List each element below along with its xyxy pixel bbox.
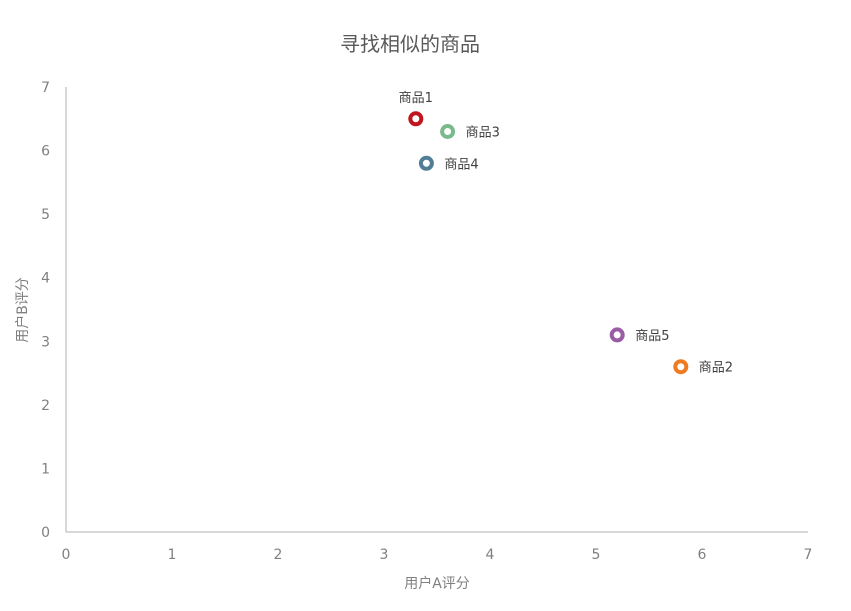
x-tick-label: 3 bbox=[380, 547, 389, 563]
x-tick-label: 6 bbox=[698, 547, 707, 563]
data-point bbox=[418, 155, 434, 171]
data-point bbox=[408, 111, 424, 127]
data-point bbox=[440, 124, 456, 139]
y-tick-label: 5 bbox=[41, 207, 50, 223]
y-tick-labels: 0 1 2 3 4 5 6 7 bbox=[41, 80, 50, 541]
data-point-group: 商品3 bbox=[440, 124, 500, 141]
data-label: 商品2 bbox=[699, 361, 733, 376]
x-tick-label: 5 bbox=[592, 547, 601, 563]
data-point bbox=[673, 359, 689, 375]
y-tick-label: 0 bbox=[41, 525, 50, 541]
y-tick-label: 6 bbox=[41, 144, 50, 160]
y-tick-label: 4 bbox=[41, 271, 50, 287]
x-tick-label: 2 bbox=[274, 547, 283, 563]
x-tick-label: 4 bbox=[486, 547, 495, 563]
data-point-center bbox=[424, 161, 428, 165]
x-tick-label: 7 bbox=[804, 547, 813, 563]
data-point-center bbox=[446, 129, 450, 134]
x-tick-labels: 0 1 2 3 4 5 6 7 bbox=[62, 547, 813, 563]
data-label: 商品1 bbox=[399, 91, 433, 106]
data-point-group: 商品2 bbox=[673, 359, 733, 376]
data-label: 商品3 bbox=[466, 126, 500, 141]
y-tick-label: 7 bbox=[41, 80, 50, 96]
data-point-center bbox=[414, 117, 418, 121]
data-point bbox=[609, 327, 625, 343]
y-tick-label: 2 bbox=[41, 398, 50, 414]
data-point-center bbox=[615, 333, 619, 337]
x-axis-title: 用户A评分 bbox=[404, 575, 470, 592]
data-label: 商品4 bbox=[444, 157, 478, 172]
x-tick-label: 0 bbox=[62, 547, 71, 563]
y-tick-label: 1 bbox=[41, 461, 50, 477]
y-axis-title: 用户B评分 bbox=[14, 277, 31, 343]
y-tick-label: 3 bbox=[41, 334, 50, 350]
data-point-group: 商品4 bbox=[418, 155, 479, 172]
data-point-center bbox=[679, 365, 683, 369]
data-point-group: 商品5 bbox=[609, 327, 669, 344]
data-points: 商品1 商品2 商品3 商品4 商品5 bbox=[399, 91, 733, 376]
data-point-group: 商品1 bbox=[399, 91, 433, 127]
x-tick-label: 1 bbox=[168, 547, 177, 563]
chart-title: 寻找相似的商品 bbox=[340, 32, 480, 56]
data-label: 商品5 bbox=[635, 329, 669, 344]
